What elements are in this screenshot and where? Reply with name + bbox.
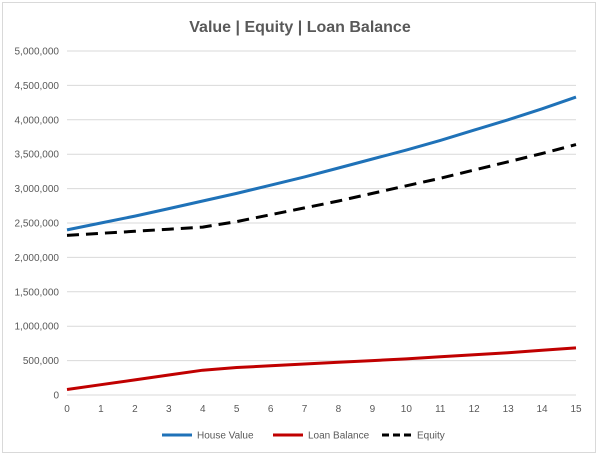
x-tick-label: 10 [401, 404, 413, 415]
y-tick-label: 500,000 [23, 356, 60, 367]
x-tick-label: 5 [234, 404, 240, 415]
x-tick-label: 12 [469, 404, 481, 415]
series-lines [66, 95, 577, 391]
y-tick-label: 2,000,000 [15, 253, 60, 264]
y-tick-label: 4,000,000 [15, 115, 60, 126]
x-tick-label: 4 [200, 404, 206, 415]
y-tick-label: 1,000,000 [15, 322, 60, 333]
y-axis-ticks: 0 500,000 1,000,000 1,500,000 2,000,000 2,500… [15, 47, 60, 402]
series-line-equity [66, 143, 577, 237]
x-tick-label: 6 [268, 404, 274, 415]
y-tick-label: 4,500,000 [15, 81, 60, 92]
legend: House Value Loan Balance Equity [162, 431, 445, 442]
x-tick-label: 0 [64, 404, 70, 415]
chart-title: Value | Equity | Loan Balance [189, 19, 411, 36]
y-tick-label: 2,500,000 [15, 219, 60, 230]
x-tick-label: 7 [302, 404, 308, 415]
chart-frame [2, 2, 596, 453]
x-tick-label: 3 [166, 404, 172, 415]
x-tick-label: 8 [336, 404, 342, 415]
grid-lines [67, 50, 576, 396]
x-axis-ticks: 0 1 2 3 4 5 6 7 8 9 10 11 12 13 14 15 [64, 404, 582, 415]
series-line-house-value [66, 95, 577, 232]
legend-label: Loan Balance [308, 431, 370, 442]
y-tick-label: 1,500,000 [15, 287, 60, 298]
y-tick-label: 5,000,000 [15, 47, 60, 58]
x-tick-label: 15 [570, 404, 582, 415]
y-tick-label: 3,500,000 [15, 150, 60, 161]
legend-label: Equity [417, 431, 445, 442]
x-tick-label: 1 [98, 404, 104, 415]
y-tick-label: 3,000,000 [15, 184, 60, 195]
x-tick-label: 9 [370, 404, 376, 415]
x-tick-label: 13 [503, 404, 515, 415]
x-tick-label: 11 [435, 404, 446, 415]
legend-label: House Value [197, 431, 254, 442]
x-tick-label: 14 [537, 404, 549, 415]
x-tick-label: 2 [132, 404, 138, 415]
series-line-loan-balance [66, 346, 577, 391]
y-tick-label: 0 [53, 391, 59, 402]
